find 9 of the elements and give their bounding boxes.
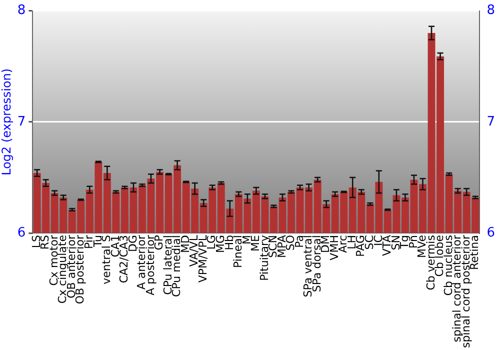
y-tick-label: 6 (17, 225, 26, 240)
x-tick-label: OB posterior (74, 234, 87, 304)
y-axis-title: Log2 (expression) (0, 68, 14, 176)
y2-tick-label: 8 (486, 3, 496, 18)
y2-tick-label: 6 (486, 225, 496, 240)
y-tick-label: 7 (17, 114, 26, 130)
y-tick-label: 8 (17, 3, 26, 18)
x-tick-label: Retina (468, 235, 482, 270)
y2-tick-label: 7 (486, 114, 496, 130)
